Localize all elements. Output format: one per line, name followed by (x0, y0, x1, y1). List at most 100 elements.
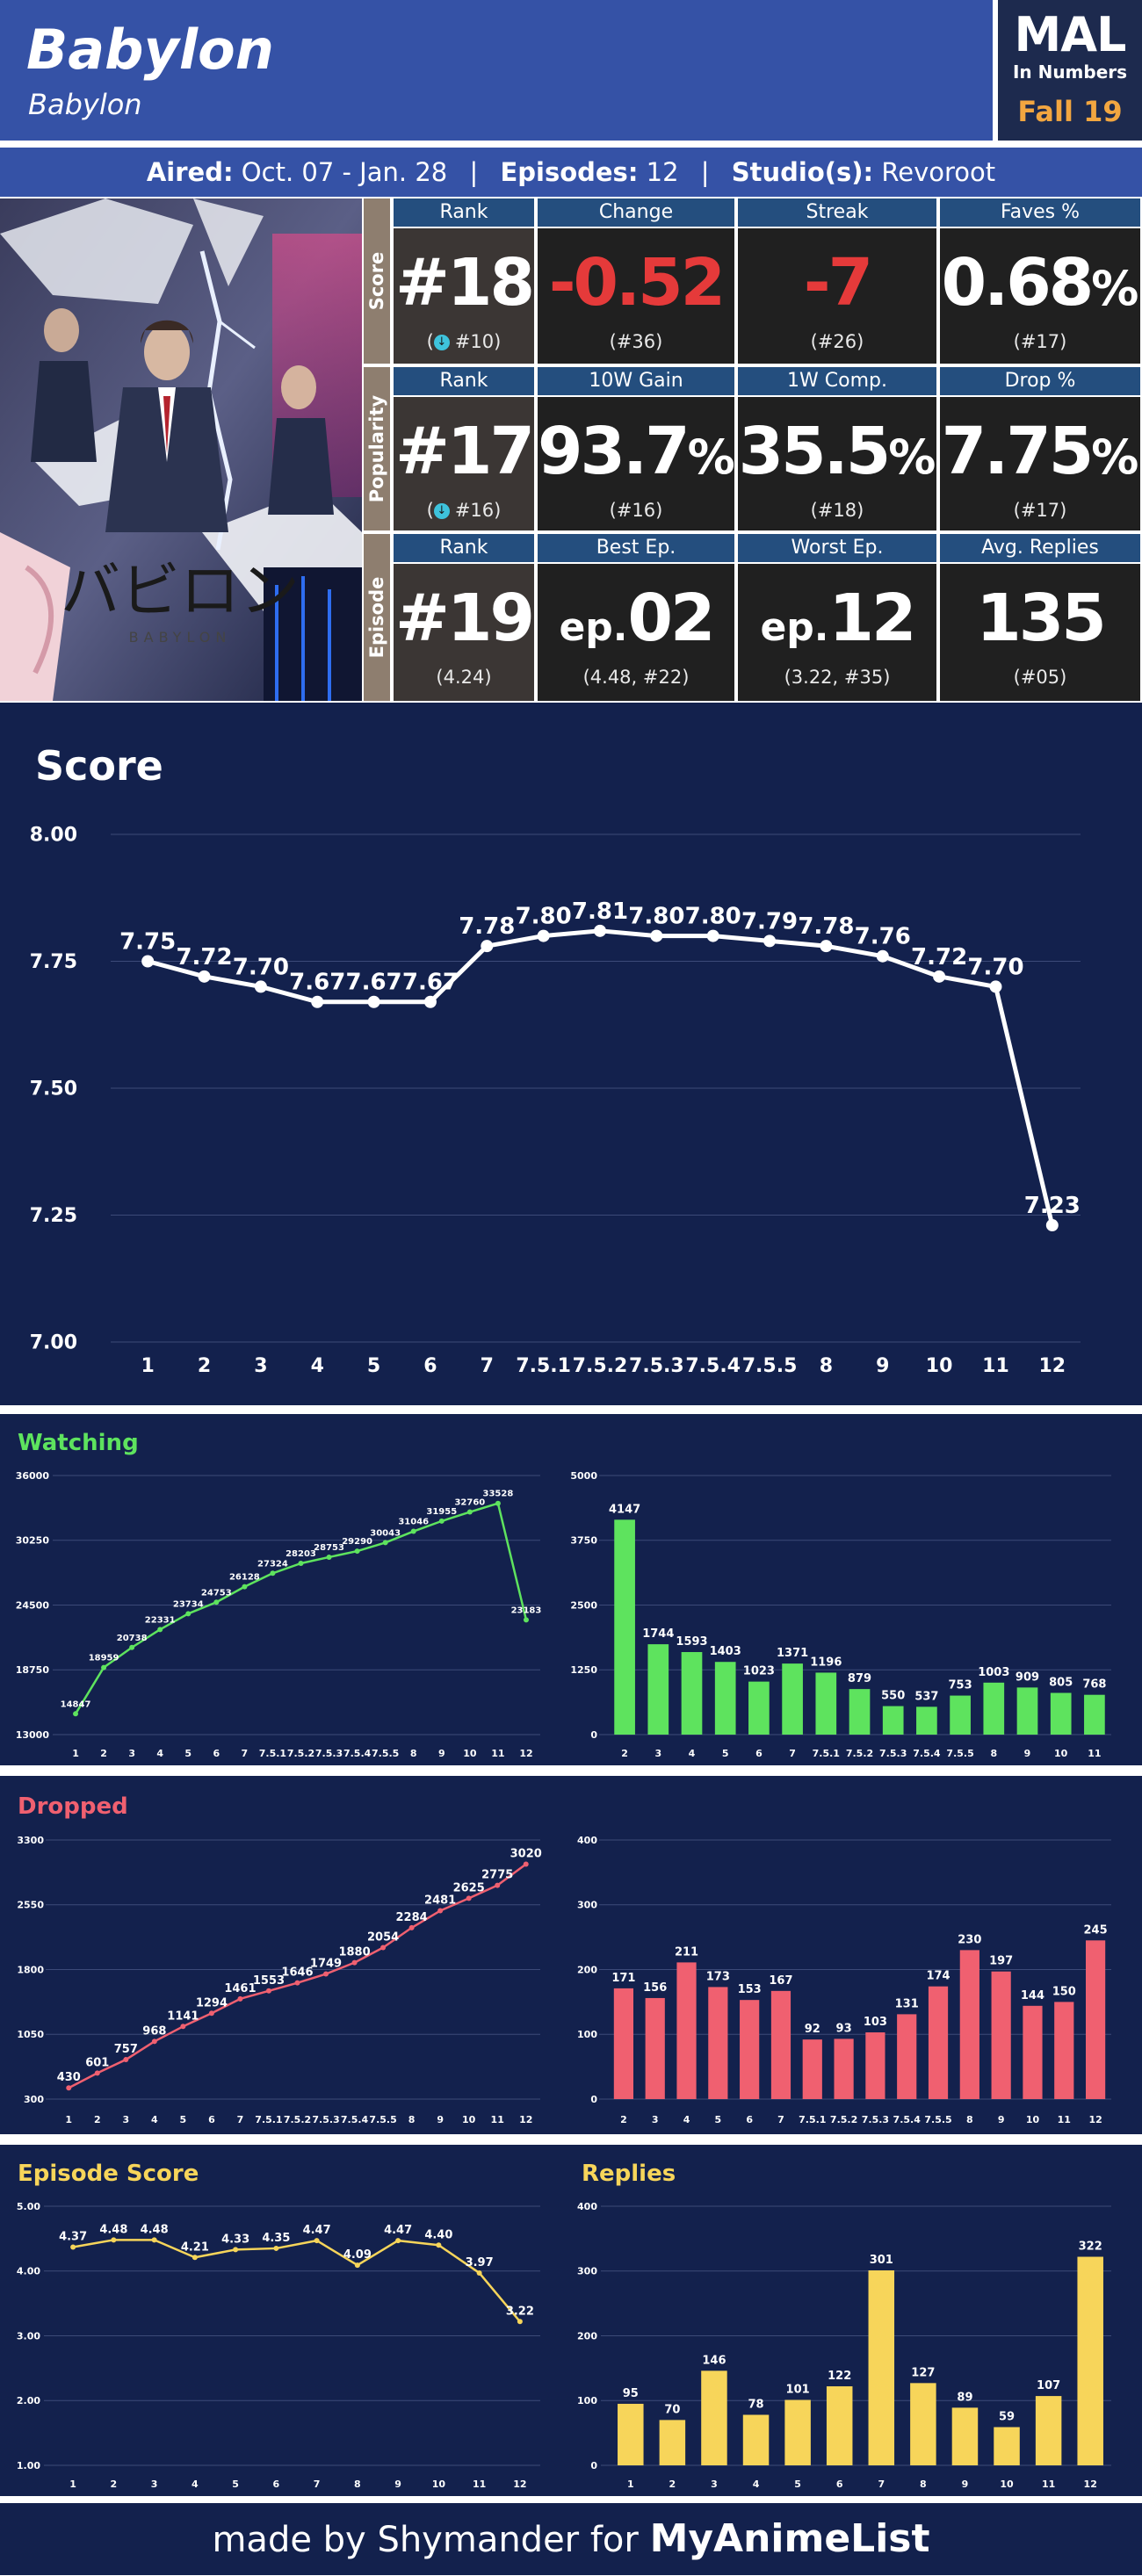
data-label: 757 (114, 2043, 138, 2056)
bar (951, 2407, 979, 2465)
x-tick-label: 10 (1054, 1748, 1068, 1759)
watching-chart-title: Watching (18, 1430, 139, 1456)
data-point (466, 1509, 473, 1515)
data-label: 89 (957, 2391, 972, 2404)
aired-value: Oct. 07 - Jan. 28 (241, 157, 448, 187)
x-tick-label: 7.5.5 (369, 2114, 396, 2125)
y-tick-label: 18750 (16, 1664, 50, 1676)
data-label: 4.09 (343, 2248, 372, 2262)
popularity-rank-value: #17 (395, 414, 535, 489)
separator: | (700, 157, 710, 187)
bar (1084, 1694, 1105, 1735)
data-label: 4.40 (424, 2228, 452, 2241)
data-point (820, 940, 833, 953)
y-tick-label: 3.00 (17, 2330, 40, 2341)
episode-rank-cell: #19 (4.24) (394, 564, 535, 701)
x-tick-label: 5 (794, 2479, 801, 2490)
y-tick-label: 5000 (571, 1470, 597, 1482)
data-point (437, 1908, 444, 1914)
data-point (523, 1861, 529, 1867)
y-tick-label: 0 (590, 2460, 597, 2471)
x-tick-label: 2 (111, 2479, 118, 2490)
bar (1035, 2396, 1062, 2465)
y-tick-label: 7.75 (30, 951, 77, 973)
footer-credit: made by Shymander for (212, 2520, 639, 2560)
data-label: 753 (949, 1679, 972, 1692)
data-label: 4.35 (262, 2232, 290, 2245)
info-bar: Aired: Oct. 07 - Jan. 28 | Episodes: 12 … (0, 148, 1142, 197)
data-label: 7.81 (572, 898, 628, 925)
data-label: 7.70 (233, 954, 289, 980)
y-tick-label: 100 (577, 2395, 597, 2406)
data-point (351, 1959, 358, 1966)
x-tick-label: 7.5.5 (946, 1748, 973, 1759)
x-tick-label: 11 (491, 1748, 504, 1759)
x-tick-label: 6 (213, 1748, 220, 1759)
series-line (72, 2239, 521, 2323)
bar (614, 1519, 635, 1735)
data-point (650, 929, 663, 942)
bar (865, 2032, 885, 2099)
data-point (380, 1945, 387, 1951)
data-label: 1744 (642, 1627, 674, 1641)
bar (994, 2427, 1020, 2465)
data-point (270, 1570, 276, 1577)
data-label: 2481 (424, 1894, 456, 1908)
data-label: 22331 (145, 1615, 176, 1625)
x-tick-label: 3 (122, 2114, 129, 2125)
data-label: 7.76 (855, 924, 911, 950)
bar (826, 2386, 853, 2465)
bar (897, 2014, 917, 2099)
y-tick-label: 0 (590, 1729, 597, 1741)
x-tick-label: 7.5.4 (893, 2114, 922, 2125)
data-label: 7.67 (402, 970, 459, 996)
data-label: 31955 (426, 1507, 457, 1517)
x-tick-label: 6 (208, 2114, 215, 2125)
data-point (311, 995, 324, 1008)
data-label: 4.48 (141, 2223, 169, 2236)
data-label: 7.70 (967, 954, 1023, 980)
cover-illustration: バビロン BABYLON (0, 198, 362, 701)
x-tick-label: 7.5.2 (573, 1355, 628, 1377)
x-tick-label: 8 (410, 1748, 417, 1759)
bar (714, 1662, 736, 1735)
drop-value: 7.75% (941, 414, 1139, 489)
y-tick-label: 36000 (16, 1470, 50, 1482)
data-point (70, 2244, 76, 2250)
data-label: 2054 (367, 1931, 399, 1945)
x-tick-label: 8 (354, 2479, 361, 2490)
x-tick-label: 3 (654, 1748, 661, 1759)
data-label: 4.33 (221, 2233, 249, 2246)
bar (834, 2038, 854, 2099)
data-label: 174 (926, 1970, 950, 1983)
data-label: 1023 (743, 1665, 775, 1678)
data-label: 32760 (454, 1498, 485, 1508)
data-point (395, 2238, 401, 2244)
data-point (706, 929, 719, 942)
episode-panel (0, 2145, 1142, 2496)
data-label: 70 (664, 2403, 680, 2416)
worst-episode-sub: (3.22, #35) (784, 667, 891, 688)
data-point (141, 955, 155, 968)
x-tick-label: 11 (982, 1355, 1009, 1377)
y-tick-label: 400 (577, 1835, 597, 1846)
data-point (410, 1528, 416, 1534)
season-label: Fall 19 (1017, 95, 1123, 128)
data-label: 107 (1037, 2379, 1060, 2392)
data-label: 122 (828, 2370, 851, 2383)
score-change-cell: -0.52 (#36) (538, 228, 734, 364)
x-tick-label: 4 (311, 1355, 324, 1377)
bar (916, 1707, 937, 1735)
score-chart-panel (0, 703, 1142, 1405)
data-label: 1461 (224, 1982, 256, 1995)
data-label: 879 (848, 1672, 871, 1685)
y-tick-label: 1.00 (17, 2460, 40, 2471)
data-label: 26128 (229, 1573, 260, 1583)
data-point (763, 934, 777, 948)
data-point (273, 2245, 279, 2251)
y-tick-label: 7.00 (30, 1332, 77, 1354)
x-tick-label: 4 (151, 2114, 158, 2125)
x-tick-label: 7.5.3 (862, 2114, 889, 2125)
x-tick-label: 7.5.3 (315, 1748, 343, 1759)
cover-subtitle-text: BABYLON (129, 629, 232, 646)
